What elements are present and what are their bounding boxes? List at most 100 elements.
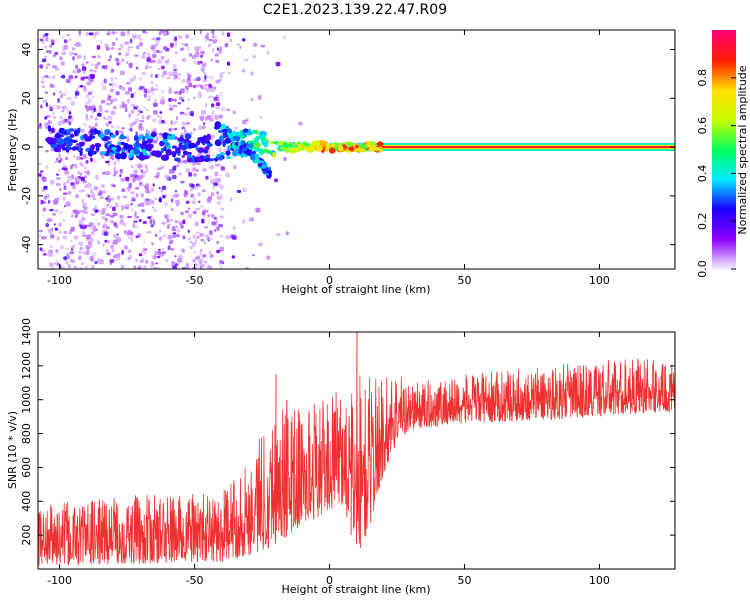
spectrogram-cell (110, 125, 115, 128)
spectrogram-cell (197, 147, 205, 153)
spectrogram-cell (145, 31, 148, 34)
spectrogram-cell (181, 155, 185, 158)
spectrogram-cell (50, 105, 56, 110)
spectrogram-cell (177, 73, 182, 76)
spectrogram-cell (220, 107, 226, 112)
spectrogram-cell (150, 75, 153, 78)
spectrogram-cell (66, 97, 72, 101)
colorbar-step (712, 113, 736, 117)
spectrogram-cell (88, 78, 94, 83)
spectrogram-cell (187, 72, 190, 75)
spectrogram-cell (214, 157, 219, 162)
spectrogram-cell (164, 174, 167, 179)
spectrogram-cell (152, 206, 155, 209)
spectrogram-cell (171, 198, 174, 203)
colorbar-step (712, 253, 736, 256)
spectrogram-cell (133, 91, 137, 95)
spectrogram-cell (179, 111, 185, 115)
colorbar-step (712, 225, 736, 228)
spectrogram-cell (87, 105, 92, 111)
spectrogram-cell (205, 175, 209, 180)
spectrogram-cell (87, 92, 92, 95)
spectrogram-cell (82, 179, 87, 184)
spectrogram-cell (135, 118, 140, 123)
spectrogram-cell (219, 135, 224, 142)
spectrogram-cell (226, 108, 231, 112)
spectrogram-cell (112, 206, 116, 212)
spectrogram-cell (142, 241, 146, 244)
spectrogram-cell (127, 46, 130, 52)
spectrogram-cell (190, 38, 194, 41)
spectrogram-cell (65, 90, 68, 93)
spectrogram-cell (61, 35, 65, 40)
spectrogram-cell (219, 174, 223, 177)
spectrogram-panel: 0.0 0.2 0.4 0.6 0.8 -100 -50 0 50 100 -40 -20 0 20 4… (6, 29, 749, 296)
spectrogram-cell (241, 144, 247, 149)
spectrogram-cell (80, 76, 85, 81)
spectrogram-cell (41, 176, 47, 182)
spectrogram-cell (107, 30, 111, 36)
spectrogram-cell (86, 81, 91, 86)
spectrogram-cell (174, 36, 177, 41)
colorbar-step (712, 73, 736, 77)
spectrogram-cell (103, 65, 108, 70)
spectrogram-cell (68, 74, 74, 80)
spectrogram-cell (229, 197, 233, 202)
spectrogram-cell (106, 248, 110, 253)
spectrogram-cell (78, 242, 81, 245)
spectrogram-cell (91, 195, 95, 198)
spectrogram-cell (75, 64, 79, 69)
spectrogram-cell (209, 75, 214, 80)
spectrogram-cell (67, 191, 72, 195)
spectrogram-cell (130, 93, 134, 98)
spectrogram-cell (101, 171, 107, 175)
y-tick-label: 400 (20, 491, 33, 512)
colorbar-step (712, 205, 736, 208)
spectrogram-cell (82, 66, 85, 69)
spectrogram-cell (73, 265, 77, 269)
spectrogram-cell (70, 165, 73, 170)
x-tick-label: -50 (186, 274, 204, 287)
spectrogram-cell (312, 140, 321, 147)
spectrogram-cell (192, 167, 196, 172)
spectrogram-cell (133, 75, 136, 80)
spectrogram-cell (70, 226, 75, 232)
spectrogram-cell (83, 55, 86, 60)
spectrogram-cell (192, 211, 197, 214)
spectrogram-cell (205, 137, 210, 142)
spectrogram-cell (211, 30, 215, 34)
spectrogram-cell (170, 120, 173, 126)
spectrogram-cell (199, 250, 202, 256)
spectrogram-cell (64, 44, 69, 50)
spectrogram-cell (127, 236, 132, 239)
spectrogram-cell (220, 207, 225, 211)
spectrogram-cell (76, 70, 81, 74)
colorbar-step (712, 119, 736, 123)
spectrogram-cell (66, 144, 70, 151)
spectrogram-cell (72, 47, 76, 51)
spectrogram-cell (198, 260, 202, 266)
spectrogram-cell (203, 241, 207, 245)
spectrogram-cell (154, 175, 160, 179)
spectrogram-cell (44, 75, 49, 78)
spectrogram-cell (152, 92, 155, 95)
spectrogram-cell (174, 98, 177, 103)
spectrogram-cell (150, 45, 155, 51)
spectrogram-cell (94, 260, 98, 265)
spectrogram-cell (232, 110, 236, 114)
colorbar-step (712, 227, 736, 230)
spectrogram-cell (39, 64, 44, 69)
spectrogram-cell (215, 163, 221, 167)
colorbar-step (712, 173, 736, 176)
spectrogram-cell (155, 84, 158, 88)
spectrogram-cell (108, 152, 114, 156)
spectrogram-cell (116, 237, 121, 243)
spectrogram-cell (233, 226, 236, 231)
spectrogram-cell (106, 252, 111, 256)
spectrogram-cell (112, 168, 116, 171)
spectrogram-cell (193, 127, 196, 132)
snr-frame (37, 331, 676, 570)
spectrogram-cell (56, 236, 60, 241)
spectrogram-cell (67, 176, 73, 182)
spectrogram-cell (97, 261, 102, 265)
